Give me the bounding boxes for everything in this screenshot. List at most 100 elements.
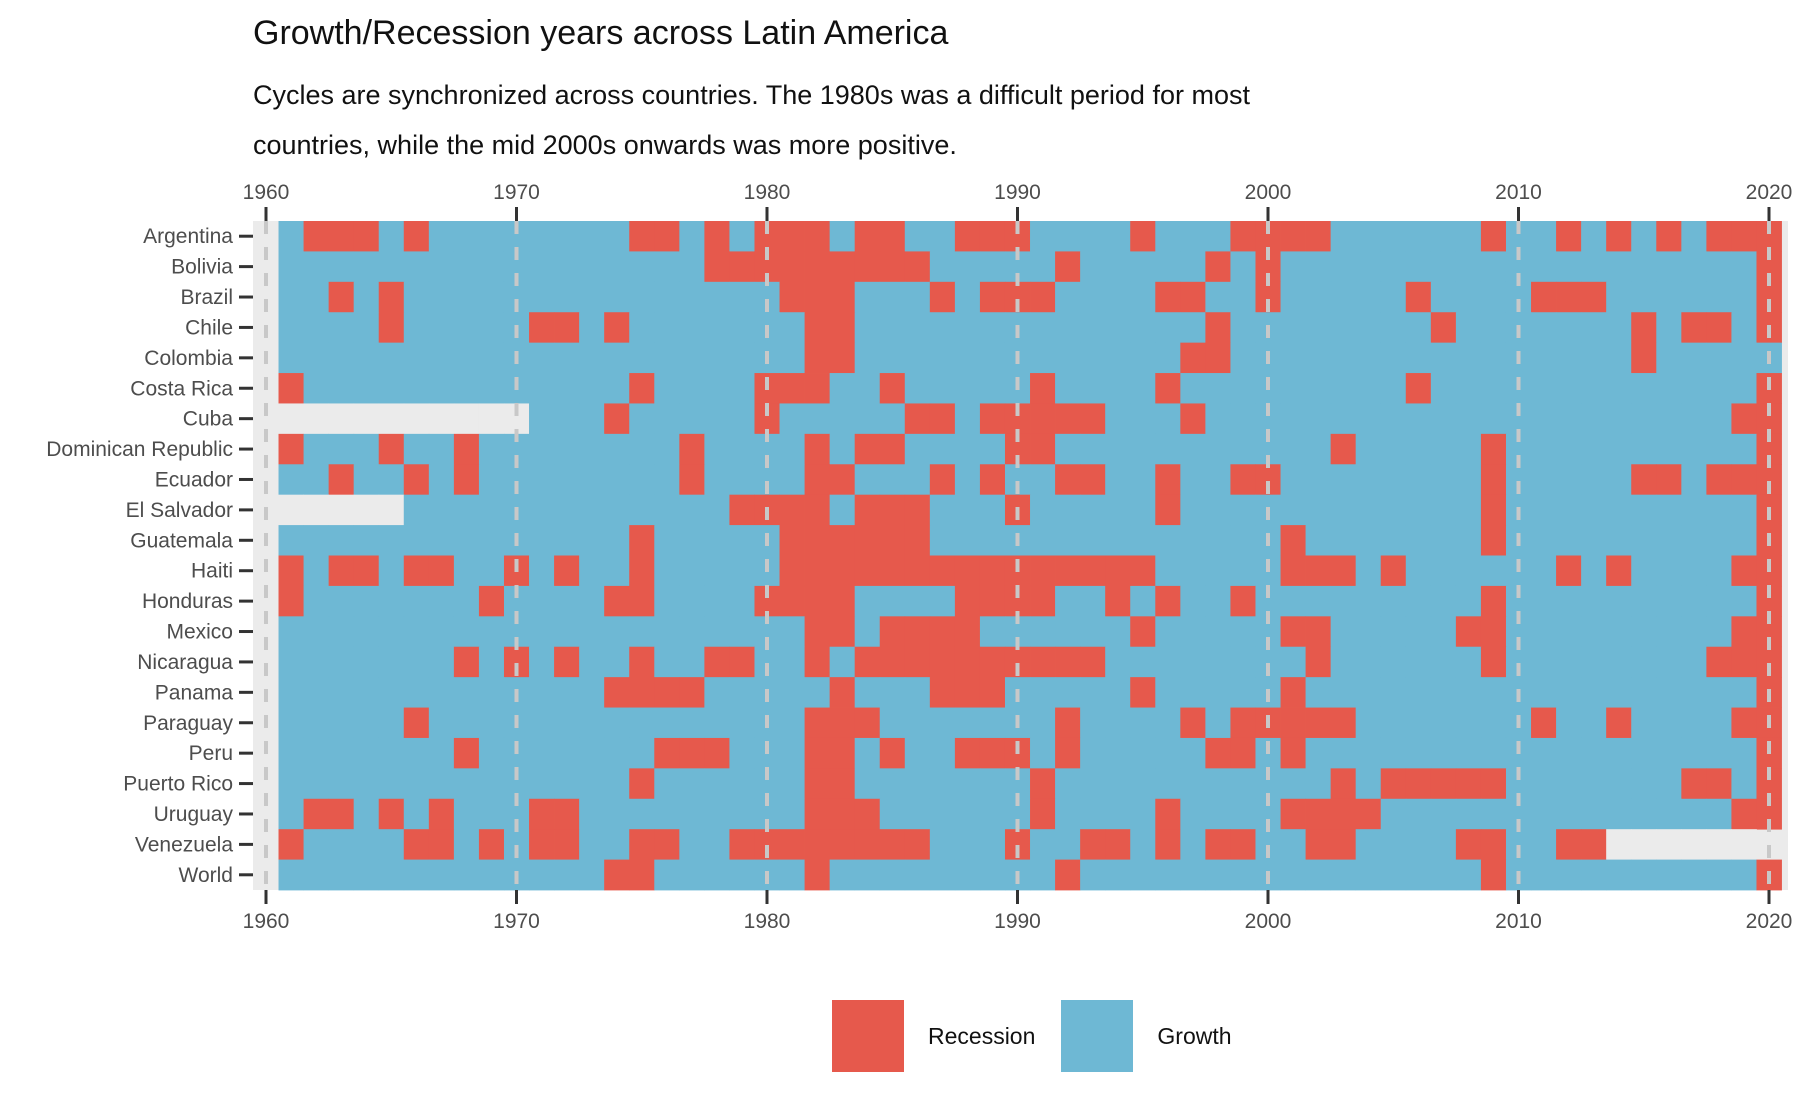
tile-world-2006: [1405, 859, 1432, 891]
tile-dominican-republic-2009: [1480, 433, 1507, 465]
tile-el-salvador-1996: [1155, 494, 1181, 526]
tile-el-salvador-2012: [1556, 494, 1582, 526]
tile-cuba-1974: [604, 403, 630, 435]
tile-cuba-1998: [1205, 403, 1231, 435]
tile-cuba-1981: [779, 403, 805, 435]
tile-costa-rica-2019: [1731, 373, 1757, 404]
tile-panama-1995: [1130, 677, 1156, 708]
tile-argentina-1965: [378, 221, 405, 252]
tile-colombia-2001: [1280, 342, 1306, 374]
tile-chile-1978: [704, 312, 730, 344]
tile-paraguay-1989: [979, 707, 1006, 739]
tile-costa-rica-1994: [1105, 373, 1131, 404]
tile-nicaragua-1991: [1030, 646, 1056, 678]
tile-bolivia-2006: [1405, 251, 1432, 283]
tile-dominican-republic-1963: [328, 433, 355, 465]
tile-colombia-2016: [1656, 342, 1682, 374]
tile-venezuela-2018: [1706, 829, 1732, 860]
tile-el-salvador-1991: [1030, 494, 1056, 526]
tile-world-1984: [854, 859, 881, 891]
tile-venezuela-1973: [579, 829, 605, 860]
tile-haiti-1964: [353, 555, 380, 587]
tile-honduras-1993: [1080, 585, 1106, 617]
tile-paraguay-2006: [1405, 707, 1432, 739]
tile-paraguay-2009: [1480, 707, 1507, 739]
tile-bolivia-2003: [1330, 251, 1357, 283]
tile-ecuador-1988: [954, 464, 981, 496]
tile-panama-2007: [1430, 677, 1457, 708]
tile-mexico-1998: [1205, 616, 1231, 648]
tile-mexico-2007: [1430, 616, 1457, 648]
tile-dominican-republic-2013: [1581, 433, 1607, 465]
tile-el-salvador-2014: [1606, 494, 1632, 526]
tile-dominican-republic-1999: [1230, 433, 1256, 465]
tile-paraguay-1961: [278, 707, 304, 739]
tile-bolivia-2008: [1455, 251, 1482, 283]
tile-nicaragua-1992: [1055, 646, 1081, 678]
tile-paraguay-1988: [954, 707, 981, 739]
tile-uruguay-1998: [1205, 798, 1231, 830]
tile-nicaragua-1967: [428, 646, 455, 678]
tile-brazil-1974: [604, 281, 630, 313]
tile-cuba-2016: [1656, 403, 1682, 435]
tile-chile-1975: [629, 312, 655, 344]
tile-haiti-2015: [1631, 555, 1657, 587]
tile-chile-1996: [1155, 312, 1181, 344]
tile-peru-1983: [829, 737, 856, 769]
tile-chile-1991: [1030, 312, 1056, 344]
tile-dominican-republic-1967: [428, 433, 455, 465]
tile-bolivia-1973: [579, 251, 605, 283]
tile-paraguay-1964: [353, 707, 380, 739]
tile-mexico-1984: [854, 616, 881, 648]
tile-el-salvador-1968: [453, 494, 480, 526]
tile-honduras-2005: [1380, 585, 1407, 617]
tile-guatemala-2016: [1656, 525, 1682, 556]
tile-dominican-republic-1966: [403, 433, 430, 465]
tile-mexico-1976: [654, 616, 680, 648]
tile-peru-2003: [1330, 737, 1357, 769]
tile-cuba-1961: [278, 403, 304, 435]
tile-cuba-1982: [804, 403, 831, 435]
tile-colombia-2015: [1631, 342, 1657, 374]
heatmap-chart: 1960 1960 1970 1970 1980 1980 1990 1990 2000 2000…: [46, 181, 1792, 933]
tile-haiti-1976: [654, 555, 680, 587]
tile-costa-rica-1998: [1205, 373, 1231, 404]
tile-brazil-2006: [1405, 281, 1432, 313]
tile-venezuela-2011: [1531, 829, 1557, 860]
tile-brazil-2003: [1330, 281, 1357, 313]
tile-nicaragua-1985: [879, 646, 906, 678]
tile-cuba-1965: [378, 403, 405, 435]
tile-ecuador-1961: [278, 464, 304, 496]
tile-ecuador-1995: [1130, 464, 1156, 496]
tile-costa-rica-2017: [1681, 373, 1707, 404]
tile-puerto-rico-2012: [1556, 768, 1582, 800]
tile-peru-1994: [1105, 737, 1131, 769]
tile-brazil-1997: [1180, 281, 1206, 313]
tile-cuba-1976: [654, 403, 680, 435]
tile-haiti-2006: [1405, 555, 1432, 587]
tile-dominican-republic-2005: [1380, 433, 1407, 465]
tile-world-2012: [1556, 859, 1582, 891]
y-tick-label-cuba: Cuba: [183, 408, 234, 431]
tile-nicaragua-2014: [1606, 646, 1632, 678]
tile-chile-2003: [1330, 312, 1357, 344]
tile-world-2019: [1731, 859, 1757, 891]
tile-el-salvador-2006: [1405, 494, 1432, 526]
tile-peru-2005: [1380, 737, 1407, 769]
tile-chile-1989: [979, 312, 1006, 344]
tile-venezuela-2003: [1330, 829, 1357, 860]
tile-haiti-1972: [554, 555, 580, 587]
tile-argentina-1983: [829, 221, 856, 252]
tile-paraguay-1976: [654, 707, 680, 739]
tile-guatemala-2019: [1731, 525, 1757, 556]
tile-chile-1963: [328, 312, 355, 344]
tile-peru-1969: [478, 737, 505, 769]
tile-argentina-1977: [679, 221, 705, 252]
tile-paraguay-2013: [1581, 707, 1607, 739]
tile-haiti-1966: [403, 555, 430, 587]
tile-cuba-2017: [1681, 403, 1707, 435]
tile-world-1978: [704, 859, 730, 891]
tile-colombia-1963: [328, 342, 355, 374]
tile-bolivia-2012: [1556, 251, 1582, 283]
tile-panama-1999: [1230, 677, 1256, 708]
